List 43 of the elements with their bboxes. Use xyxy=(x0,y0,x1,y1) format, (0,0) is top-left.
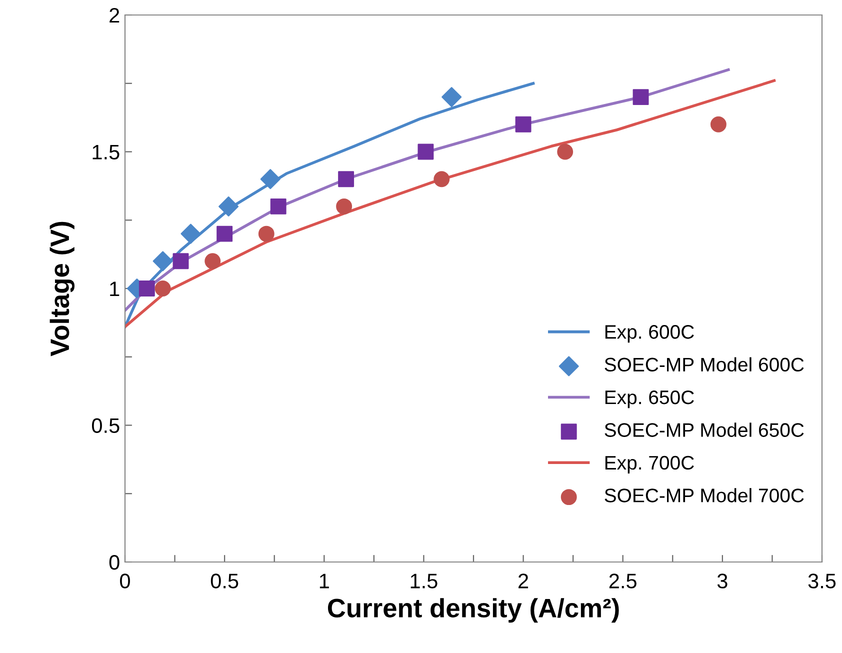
y-tick-label: 1.5 xyxy=(92,144,120,160)
x-tick-label: 2 xyxy=(518,574,528,588)
x-axis-title: Current density (A/cm²) xyxy=(328,598,619,623)
x-tick-label: 1.5 xyxy=(410,574,438,588)
point xyxy=(336,198,352,214)
point xyxy=(557,144,574,160)
point xyxy=(152,251,173,272)
point xyxy=(154,280,171,296)
legend-label: SOEC-MP Model 700C xyxy=(604,488,804,502)
legend-label: Exp. 700C xyxy=(605,456,694,474)
x-tick-label: 3.5 xyxy=(808,574,836,588)
legend-label: Exp. 650C xyxy=(605,390,694,408)
point xyxy=(434,171,450,188)
x-tick-label: 2.5 xyxy=(609,574,636,588)
point xyxy=(216,226,233,242)
point xyxy=(180,224,201,244)
point xyxy=(138,280,155,296)
legend-label: Exp. 600C xyxy=(605,325,694,343)
legend-label: SOEC-MP Model 600C xyxy=(604,357,804,372)
point xyxy=(710,116,726,132)
point xyxy=(258,226,274,242)
point xyxy=(418,144,434,160)
point xyxy=(218,196,239,216)
point xyxy=(172,253,189,270)
point xyxy=(632,89,649,106)
legend-label: SOEC-MP Model 650C xyxy=(604,422,804,437)
y-tick-label: 2 xyxy=(110,8,120,23)
line-series xyxy=(125,68,730,312)
point xyxy=(338,171,354,188)
point xyxy=(260,169,280,190)
point xyxy=(442,87,462,108)
point xyxy=(515,116,532,132)
y-axis-title: Voltage (V) xyxy=(50,222,75,356)
line-series xyxy=(125,82,535,328)
point xyxy=(270,198,286,214)
point xyxy=(204,253,221,270)
y-tick-label: 1 xyxy=(110,282,120,296)
x-tick-label: 3 xyxy=(717,574,728,588)
y-tick-label: 0.5 xyxy=(92,418,120,434)
y-tick-label: 0 xyxy=(109,555,120,570)
x-tick-label: 0.5 xyxy=(210,574,238,588)
x-tick-label: 1 xyxy=(320,574,329,588)
x-tick-label: 0 xyxy=(120,574,130,588)
